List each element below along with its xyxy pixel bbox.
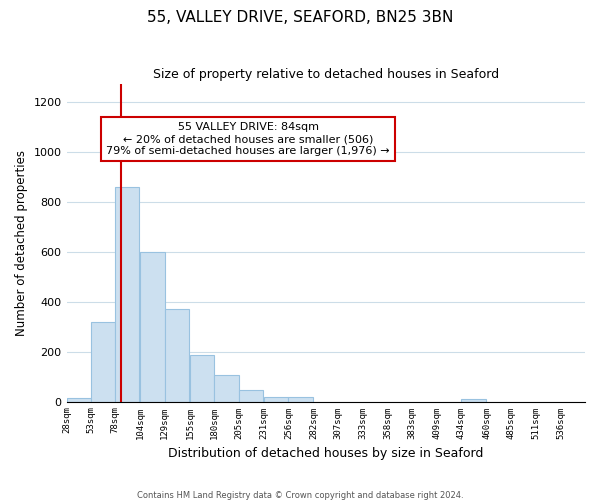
X-axis label: Distribution of detached houses by size in Seaford: Distribution of detached houses by size … [168,447,484,460]
Bar [115,187,139,402]
Bar [165,309,189,402]
Bar [461,399,486,402]
Bar [214,376,239,402]
Title: Size of property relative to detached houses in Seaford: Size of property relative to detached ho… [153,68,499,80]
Bar [190,356,214,402]
Text: 55 VALLEY DRIVE: 84sqm  
← 20% of detached houses are smaller (506)
79% of semi-: 55 VALLEY DRIVE: 84sqm ← 20% of detached… [106,122,390,156]
Bar [140,252,165,402]
Bar [289,396,313,402]
Bar [91,322,115,402]
Text: 55, VALLEY DRIVE, SEAFORD, BN25 3BN: 55, VALLEY DRIVE, SEAFORD, BN25 3BN [147,10,453,25]
Bar [264,396,289,402]
Text: Contains HM Land Registry data © Crown copyright and database right 2024.: Contains HM Land Registry data © Crown c… [137,490,463,500]
Bar [67,398,91,402]
Y-axis label: Number of detached properties: Number of detached properties [15,150,28,336]
Bar [239,390,263,402]
